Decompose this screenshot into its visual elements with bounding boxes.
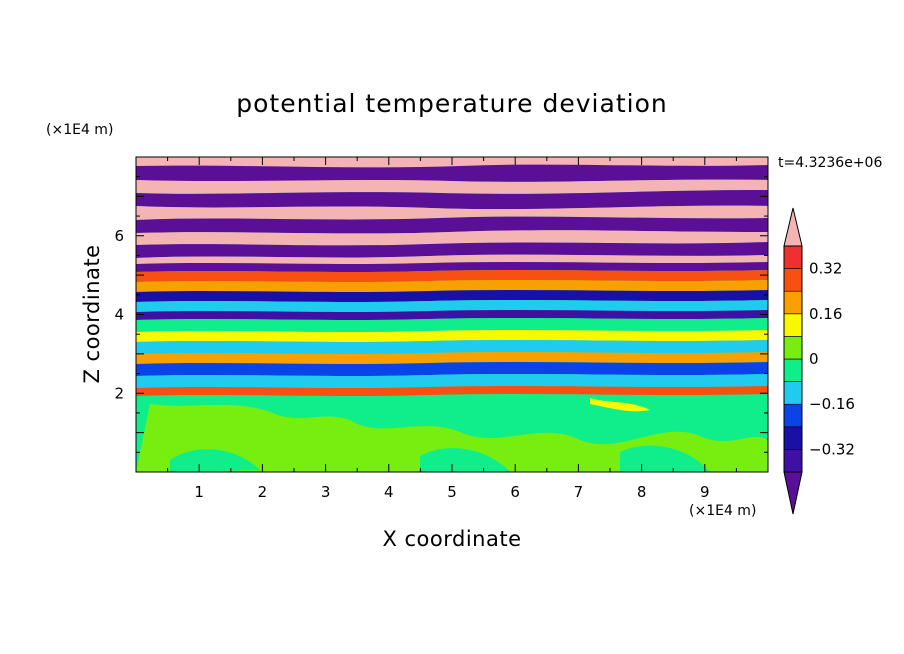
- colorbar-tick-label: 0.32: [809, 260, 842, 278]
- x-tick-label: 3: [321, 483, 331, 501]
- y-axis-label: Z coordinate: [80, 244, 104, 383]
- x-tick-label: 4: [384, 483, 394, 501]
- colorbar-segment: [783, 290, 803, 315]
- x-axis-unit: (×1E4 m): [689, 503, 756, 519]
- colorbar-segment: [783, 358, 803, 382]
- y-axis-unit: (×1E4 m): [46, 122, 113, 138]
- colorbar-segment: [783, 426, 803, 450]
- colorbar-tick-label: 0: [809, 350, 819, 368]
- colorbar-extend-min: [783, 471, 803, 515]
- colorbar-segment: [783, 336, 803, 360]
- colorbar-tick-label: 0.16: [809, 305, 842, 323]
- colorbar-tick-label: −0.32: [809, 440, 855, 458]
- colorbar-frame: [783, 245, 803, 473]
- x-axis-label: X coordinate: [382, 527, 521, 551]
- y-tick-label: 2: [114, 384, 124, 402]
- x-tick-label: 5: [447, 483, 457, 501]
- y-axis: 2 4 6: [114, 156, 768, 473]
- colorbar-segment: [783, 449, 803, 473]
- x-tick-label: 1: [194, 483, 204, 501]
- y-tick-label: 4: [114, 306, 124, 324]
- colorbar-extend-max: [783, 207, 803, 247]
- x-tick-label: 7: [574, 483, 584, 501]
- x-axis: 1 2 3 4 5 6 7 8 9: [135, 157, 769, 501]
- colorbar-segment: [783, 268, 803, 292]
- x-tick-label: 9: [700, 483, 710, 501]
- colorbar-segment: [783, 313, 803, 337]
- x-tick-label: 8: [637, 483, 647, 501]
- colorbar-segment: [783, 403, 803, 428]
- colorbar-segment: [783, 245, 803, 269]
- heatmap-field: [136, 157, 768, 472]
- x-tick-label: 2: [258, 483, 268, 501]
- colorbar: −0.32 −0.16 0 0.16 0.32: [783, 207, 855, 515]
- colorbar-segment: [783, 381, 803, 405]
- x-tick-label: 6: [510, 483, 520, 501]
- colorbar-tick-label: −0.16: [809, 395, 855, 413]
- y-tick-label: 6: [114, 227, 124, 245]
- chart-title: potential temperature deviation: [236, 89, 667, 118]
- time-label: t=4.3236e+06: [778, 155, 882, 171]
